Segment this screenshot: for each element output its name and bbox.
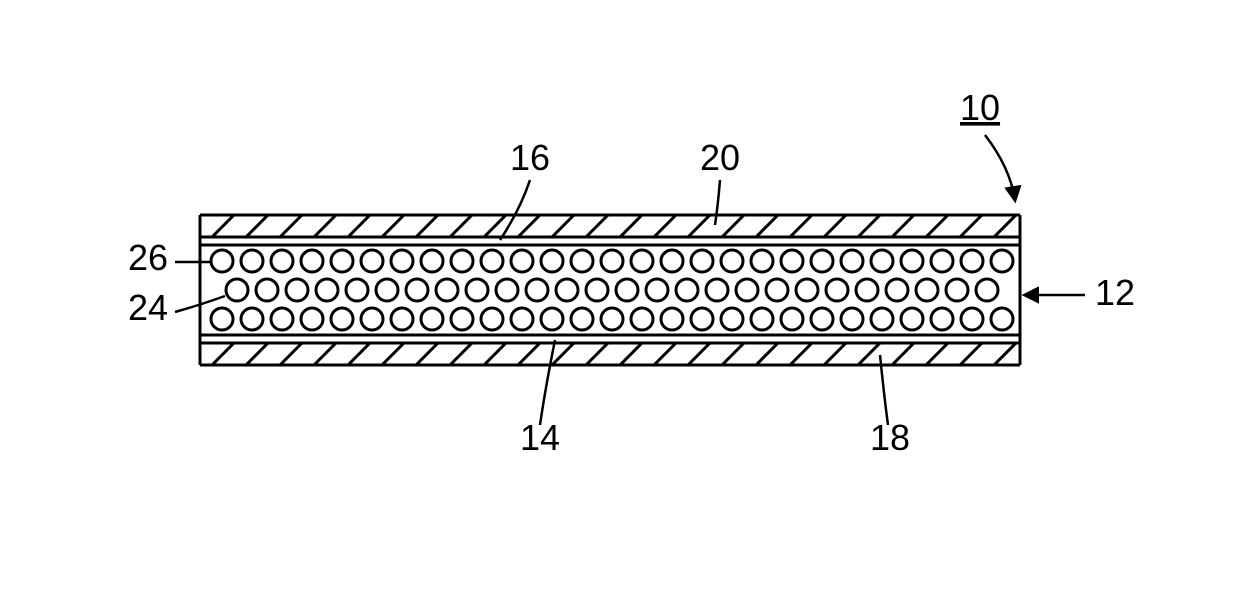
 [631, 250, 653, 272]
fiber-circle [211, 250, 233, 272]
 [691, 250, 713, 272]
 [781, 250, 803, 272]
 [616, 279, 638, 301]
 [976, 279, 998, 301]
 [301, 308, 323, 330]
 [451, 308, 473, 330]
 [361, 250, 383, 272]
 [226, 279, 248, 301]
 [301, 250, 323, 272]
 [886, 279, 908, 301]
 [241, 308, 263, 330]
 [511, 250, 533, 272]
 [331, 308, 353, 330]
top-thin-label: 16 [510, 137, 550, 178]
 [421, 250, 443, 272]
 [271, 250, 293, 272]
 [211, 308, 233, 330]
 [706, 279, 728, 301]
 [241, 250, 263, 272]
 [856, 279, 878, 301]
 [721, 250, 743, 272]
core-layer [211, 250, 1013, 330]
bottom-plate-layer [144, 343, 1050, 365]
bottom-plate-label: 18 [870, 417, 910, 458]
 [661, 308, 683, 330]
 [646, 279, 668, 301]
 [466, 279, 488, 301]
 [451, 250, 473, 272]
 [721, 308, 743, 330]
 [361, 308, 383, 330]
 [481, 308, 503, 330]
 [391, 308, 413, 330]
 [961, 250, 983, 272]
 [496, 279, 518, 301]
 [946, 279, 968, 301]
 [841, 308, 863, 330]
 [391, 250, 413, 272]
matrix-label: 24 [128, 287, 168, 328]
 [991, 308, 1013, 330]
 [826, 279, 848, 301]
 [586, 279, 608, 301]
 [526, 279, 548, 301]
 [631, 308, 653, 330]
bottom-thin-leader [540, 340, 555, 425]
 [421, 308, 443, 330]
 [406, 279, 428, 301]
 [901, 250, 923, 272]
core-label: 12 [1095, 272, 1135, 313]
top-plate-leader [715, 180, 720, 225]
 [481, 250, 503, 272]
 [961, 308, 983, 330]
 [841, 250, 863, 272]
 [901, 308, 923, 330]
 [256, 279, 278, 301]
 [271, 308, 293, 330]
 [511, 308, 533, 330]
 [571, 250, 593, 272]
 [871, 250, 893, 272]
 [736, 279, 758, 301]
 [751, 308, 773, 330]
 [541, 250, 563, 272]
 [931, 308, 953, 330]
 [811, 308, 833, 330]
top-plate-label: 20 [700, 137, 740, 178]
assembly-label: 10 [960, 87, 1000, 128]
assembly-arrow [985, 135, 1015, 200]
 [661, 250, 683, 272]
 [316, 279, 338, 301]
 [871, 308, 893, 330]
 [691, 308, 713, 330]
 [676, 279, 698, 301]
 [556, 279, 578, 301]
 [436, 279, 458, 301]
top-plate-layer [144, 215, 1050, 237]
 [811, 250, 833, 272]
 [601, 250, 623, 272]
 [796, 279, 818, 301]
 [916, 279, 938, 301]
 [571, 308, 593, 330]
fiber-label: 26 [128, 237, 168, 278]
 [931, 250, 953, 272]
 [781, 308, 803, 330]
 [286, 279, 308, 301]
 [331, 250, 353, 272]
 [991, 250, 1013, 272]
 [601, 308, 623, 330]
 [766, 279, 788, 301]
 [346, 279, 368, 301]
 [541, 308, 563, 330]
 [376, 279, 398, 301]
cross-section [144, 215, 1050, 365]
 [751, 250, 773, 272]
